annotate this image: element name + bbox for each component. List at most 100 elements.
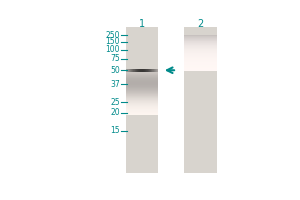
Bar (184, 62, 217, 63)
Bar (126, 109, 158, 110)
Bar (184, 56, 217, 57)
Bar (151, 69, 152, 72)
Bar (126, 72, 158, 73)
Bar (184, 35, 217, 36)
Text: 15: 15 (110, 126, 120, 135)
Bar (126, 81, 158, 82)
Bar (184, 66, 217, 67)
Bar (184, 67, 217, 68)
Bar (184, 50, 217, 51)
Bar (184, 41, 217, 42)
Bar (126, 93, 158, 94)
Bar (184, 42, 217, 43)
Bar (146, 69, 147, 72)
Bar (126, 112, 158, 113)
Bar (126, 78, 158, 79)
Text: 37: 37 (110, 80, 120, 89)
Bar (126, 105, 158, 106)
Bar (126, 82, 158, 83)
Bar (126, 77, 158, 78)
Bar (126, 76, 158, 77)
Bar (184, 54, 217, 55)
Text: 50: 50 (110, 66, 120, 75)
Bar (184, 44, 217, 45)
Bar (184, 46, 217, 47)
Bar (184, 36, 217, 37)
Bar (184, 60, 217, 61)
Text: 150: 150 (106, 37, 120, 46)
Bar (126, 97, 158, 98)
Bar (184, 48, 217, 49)
Bar (147, 69, 148, 72)
Bar (126, 103, 158, 104)
Bar (126, 83, 158, 84)
Bar (184, 27, 217, 173)
Bar (126, 106, 158, 107)
Text: 25: 25 (110, 98, 120, 107)
Bar (184, 53, 217, 54)
Bar (128, 69, 129, 72)
Bar (126, 98, 158, 99)
Bar (126, 27, 158, 173)
Bar (126, 71, 158, 72)
Text: 20: 20 (110, 108, 120, 117)
Bar (126, 114, 158, 115)
Bar (135, 69, 136, 72)
Bar (144, 69, 145, 72)
Bar (140, 69, 141, 72)
Bar (136, 69, 137, 72)
Bar (126, 104, 158, 105)
Bar (126, 86, 158, 87)
Bar (126, 69, 127, 72)
Bar (139, 69, 140, 72)
Bar (148, 69, 149, 72)
Bar (184, 39, 217, 40)
Bar (184, 38, 217, 39)
Bar (142, 69, 143, 72)
Bar (184, 45, 217, 46)
Bar (143, 69, 144, 72)
Bar (126, 102, 158, 103)
Bar (155, 69, 156, 72)
Bar (184, 40, 217, 41)
Bar (126, 75, 158, 76)
Bar (126, 92, 158, 93)
Bar (126, 88, 158, 89)
Bar (153, 69, 154, 72)
Bar (126, 99, 158, 100)
Bar (126, 80, 158, 81)
Bar (184, 47, 217, 48)
Bar (152, 69, 153, 72)
Bar (154, 69, 155, 72)
Bar (126, 94, 158, 95)
Bar (133, 69, 134, 72)
Bar (132, 69, 133, 72)
Bar (150, 69, 151, 72)
Bar (126, 90, 158, 91)
Bar (126, 101, 158, 102)
Bar (126, 85, 158, 86)
Bar (157, 69, 158, 72)
Bar (184, 57, 217, 58)
Text: 1: 1 (139, 19, 145, 29)
Text: 75: 75 (110, 54, 120, 63)
Bar (126, 100, 158, 101)
Bar (156, 69, 157, 72)
Bar (184, 52, 217, 53)
Bar (184, 37, 217, 38)
Bar (126, 89, 158, 90)
Bar (184, 55, 217, 56)
Bar (126, 91, 158, 92)
Bar (126, 111, 158, 112)
Bar (126, 84, 158, 85)
Bar (184, 58, 217, 59)
Bar (149, 69, 150, 72)
Bar (126, 87, 158, 88)
Bar (134, 69, 135, 72)
Bar (184, 51, 217, 52)
Bar (126, 79, 158, 80)
Bar (138, 69, 139, 72)
Bar (184, 49, 217, 50)
Text: 2: 2 (197, 19, 203, 29)
Bar (126, 113, 158, 114)
